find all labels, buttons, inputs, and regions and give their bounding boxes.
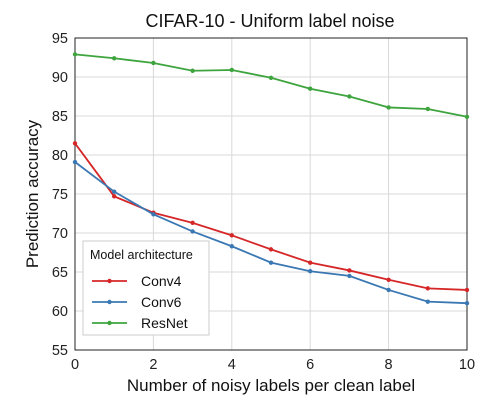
legend-label: Conv6	[141, 294, 182, 310]
data-point	[151, 212, 156, 217]
data-point	[308, 86, 313, 91]
data-point	[72, 159, 78, 165]
data-point	[229, 67, 234, 73]
data-point	[386, 105, 391, 110]
legend-label: ResNet	[141, 315, 188, 331]
data-point	[308, 269, 313, 274]
data-point	[190, 220, 195, 226]
x-tick-label: 0	[71, 357, 79, 373]
legend: Model architecture Conv4 Conv6 ResNet	[82, 240, 210, 336]
data-point	[268, 75, 274, 80]
legend-item-resnet: ResNet	[92, 315, 188, 331]
legend-item-conv6: Conv6	[92, 294, 182, 310]
y-tick-label: 60	[52, 304, 68, 320]
legend-box	[82, 240, 210, 336]
legend-item-conv4: Conv4	[92, 273, 182, 289]
x-tick-label: 4	[228, 357, 236, 373]
tick-labels: 55 60 65 70 75 80 85 90 95 0 2 4 6 8 10	[52, 31, 475, 373]
data-point	[72, 52, 78, 57]
data-point	[268, 247, 274, 252]
data-point	[425, 299, 430, 304]
data-point	[151, 60, 156, 66]
plot-frame	[74, 37, 468, 351]
data-point	[112, 194, 117, 199]
data-point	[425, 286, 430, 291]
data-point	[190, 229, 195, 234]
x-axis-label: Number of noisy labels per clean label	[127, 376, 415, 395]
data-point	[386, 287, 391, 293]
x-tick-label: 10	[459, 357, 475, 373]
y-tick-label: 90	[52, 70, 68, 86]
data-point	[112, 56, 117, 61]
legend-marker	[107, 278, 112, 284]
data-point	[464, 114, 470, 119]
data-point	[347, 268, 352, 273]
data-point	[464, 301, 470, 306]
legend-label: Conv4	[141, 273, 182, 289]
series-conv6	[72, 159, 470, 306]
data-point	[308, 260, 313, 265]
data-point	[268, 260, 274, 265]
legend-marker	[107, 320, 112, 326]
legend-marker	[107, 299, 112, 305]
data-point	[229, 233, 234, 238]
data-point	[347, 273, 352, 279]
y-tick-label: 85	[52, 109, 68, 125]
grid-lines	[74, 37, 468, 351]
y-tick-label: 75	[52, 187, 68, 203]
data-point	[190, 68, 195, 73]
series-lines	[72, 52, 470, 306]
y-axis-label: Prediction accuracy	[23, 119, 42, 268]
legend-title: Model architecture	[90, 248, 193, 262]
data-point	[229, 244, 234, 249]
chart-title: CIFAR-10 - Uniform label noise	[145, 11, 394, 31]
y-tick-label: 55	[52, 343, 68, 359]
x-tick-label: 8	[385, 357, 393, 373]
y-tick-label: 70	[52, 226, 68, 242]
x-tick-label: 2	[149, 357, 157, 373]
y-tick-label: 95	[52, 31, 68, 47]
series-resnet	[72, 52, 470, 119]
data-point	[464, 287, 470, 293]
data-point	[112, 189, 117, 194]
data-point	[347, 94, 352, 99]
data-point	[72, 141, 78, 146]
y-tick-label: 80	[52, 148, 68, 164]
y-tick-label: 65	[52, 265, 68, 281]
data-point	[386, 277, 391, 282]
data-point	[425, 106, 430, 112]
x-tick-label: 6	[306, 357, 314, 373]
